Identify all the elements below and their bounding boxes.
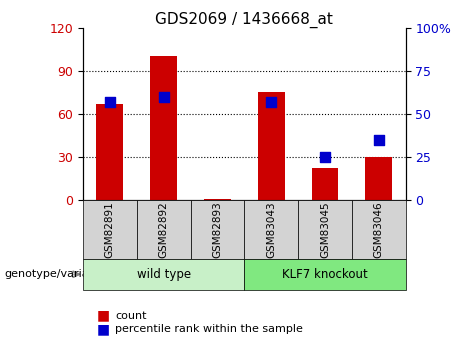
Text: genotype/variation: genotype/variation <box>5 269 111 279</box>
Bar <box>365 157 392 200</box>
Text: wild type: wild type <box>136 268 191 281</box>
Text: GSM82892: GSM82892 <box>159 201 169 258</box>
Text: GSM82891: GSM82891 <box>105 201 115 258</box>
Text: ■: ■ <box>97 323 110 336</box>
Bar <box>96 104 123 200</box>
Point <box>267 99 275 105</box>
Text: percentile rank within the sample: percentile rank within the sample <box>115 325 303 334</box>
Point <box>375 137 383 142</box>
Bar <box>150 56 177 200</box>
Text: GSM83046: GSM83046 <box>374 201 384 258</box>
Text: GDS2069 / 1436668_at: GDS2069 / 1436668_at <box>155 12 333 28</box>
Text: GSM82893: GSM82893 <box>213 201 223 258</box>
Text: GSM83043: GSM83043 <box>266 201 276 258</box>
Text: GSM83045: GSM83045 <box>320 201 330 258</box>
Bar <box>204 199 231 200</box>
Point <box>106 99 113 105</box>
Text: ■: ■ <box>97 309 110 323</box>
Point <box>321 154 329 160</box>
Bar <box>258 92 284 200</box>
Text: count: count <box>115 311 147 321</box>
Bar <box>312 168 338 200</box>
Text: KLF7 knockout: KLF7 knockout <box>282 268 368 281</box>
Point <box>160 94 167 99</box>
